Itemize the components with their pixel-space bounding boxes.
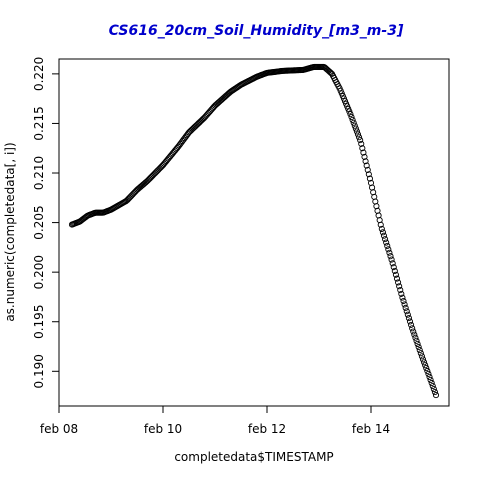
data-point-306 — [400, 297, 407, 305]
y-tick-label-0: 0.190 — [32, 354, 46, 388]
x-axis-label: completedata$TIMESTAMP — [174, 450, 333, 464]
data-point-322 — [417, 350, 424, 357]
data-point-303 — [397, 287, 404, 294]
data-point-271 — [362, 158, 369, 165]
data-point-329 — [425, 370, 432, 377]
data-point-326 — [422, 362, 429, 369]
data-point-312 — [406, 318, 414, 325]
data-point-321 — [416, 347, 423, 354]
y-axis: 0.190 0.195 0.200 0.205 0.210 0.215 0.220 — [32, 57, 59, 388]
data-point-275 — [366, 175, 373, 182]
data-point-263 — [353, 128, 360, 135]
data-point-296 — [389, 260, 396, 267]
y-tick-label-1: 0.195 — [32, 305, 46, 339]
data-point-298 — [391, 267, 398, 275]
data-point-297 — [390, 264, 397, 271]
data-point-262 — [352, 125, 359, 132]
data-point-270 — [361, 153, 368, 160]
data-point-323 — [418, 353, 425, 360]
y-tick-label-3: 0.205 — [32, 205, 46, 239]
data-point-291 — [384, 242, 391, 249]
data-point-289 — [382, 236, 389, 243]
data-point-335 — [431, 389, 438, 396]
data-point-313 — [408, 321, 415, 328]
data-point-331 — [427, 376, 434, 384]
data-point-293 — [386, 249, 393, 256]
y-tick-label-5: 0.215 — [32, 106, 46, 140]
data-point-307 — [401, 301, 408, 308]
data-point-315 — [410, 328, 417, 335]
x-tick-label-3: feb 14 — [352, 422, 390, 436]
x-tick-label-2: feb 12 — [248, 422, 286, 436]
data-point-274 — [365, 171, 372, 178]
data-point-318 — [413, 337, 420, 344]
x-tick-label-0: feb 08 — [40, 422, 78, 436]
data-point-324 — [419, 356, 427, 363]
data-point-288 — [380, 232, 388, 239]
data-point-316 — [411, 331, 418, 338]
data-point-290 — [383, 239, 390, 246]
data-point-256 — [346, 108, 353, 115]
data-points — [68, 63, 440, 399]
data-point-317 — [412, 334, 419, 341]
data-point-308 — [402, 304, 409, 311]
data-point-320 — [415, 343, 422, 351]
plot-frame — [58, 58, 450, 407]
data-point-294 — [387, 253, 394, 260]
data-point-327 — [423, 365, 430, 372]
data-point-328 — [424, 367, 431, 375]
data-point-332 — [428, 379, 435, 387]
x-tick-label-1: feb 10 — [144, 422, 182, 436]
data-point-285 — [377, 221, 384, 228]
data-point-264 — [354, 131, 362, 138]
data-point-292 — [385, 246, 392, 253]
data-point-299 — [392, 271, 399, 278]
data-point-333 — [429, 382, 436, 390]
data-point-265 — [356, 134, 363, 141]
data-point-258 — [348, 113, 355, 121]
data-point-311 — [405, 315, 412, 322]
data-point-286 — [378, 225, 385, 232]
data-point-268 — [359, 145, 366, 152]
data-point-287 — [379, 229, 386, 236]
data-point-336 — [432, 392, 440, 399]
chart-title: CS616_20cm_Soil_Humidity_[m3_m-3] — [109, 23, 404, 39]
data-point-325 — [421, 359, 428, 366]
data-point-314 — [409, 325, 416, 332]
data-point-304 — [398, 290, 405, 297]
data-point-302 — [396, 283, 403, 290]
data-point-334 — [430, 385, 437, 393]
x-axis: feb 08 feb 10 feb 12 feb 14 — [40, 406, 390, 436]
data-point-257 — [347, 111, 354, 118]
data-point-261 — [351, 122, 358, 129]
data-point-272 — [363, 162, 370, 169]
y-tick-label-6: 0.220 — [32, 57, 46, 91]
data-point-273 — [364, 166, 371, 173]
y-tick-label-4: 0.210 — [32, 156, 46, 190]
data-point-269 — [360, 149, 367, 156]
data-point-295 — [388, 256, 395, 263]
data-point-310 — [404, 311, 411, 318]
data-point-260 — [350, 119, 357, 126]
data-point-305 — [399, 294, 406, 301]
data-point-309 — [403, 308, 410, 315]
data-point-319 — [414, 340, 421, 347]
data-point-330 — [426, 373, 433, 380]
data-point-300 — [393, 275, 401, 282]
data-point-301 — [395, 279, 402, 286]
y-axis-label: as.numeric(completedata[, i]) — [3, 142, 17, 321]
data-point-259 — [349, 116, 356, 123]
data-point-267 — [358, 140, 365, 147]
data-point-266 — [357, 137, 364, 144]
y-tick-label-2: 0.200 — [32, 255, 46, 289]
